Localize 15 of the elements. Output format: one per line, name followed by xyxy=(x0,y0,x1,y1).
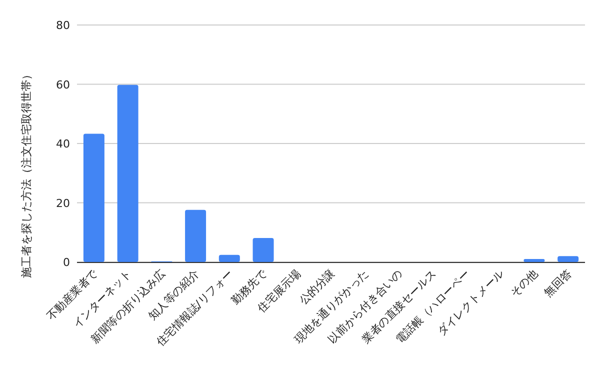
y-tick-label: 80 xyxy=(56,19,70,32)
bar xyxy=(252,238,274,262)
y-axis-title: 施工者を探した方法（注文住宅取得世帯） xyxy=(20,69,33,278)
y-tick-label: 0 xyxy=(63,256,70,269)
bar xyxy=(524,259,545,262)
y-tick-label: 40 xyxy=(56,138,70,150)
bar xyxy=(558,256,579,262)
bar xyxy=(218,254,240,262)
x-tick-label: 無回答 xyxy=(542,266,574,300)
x-tick-label: その他 xyxy=(508,266,540,300)
bar xyxy=(185,210,206,262)
y-tick-label: 60 xyxy=(56,78,70,92)
bar xyxy=(117,84,138,262)
y-tick-label: 20 xyxy=(56,196,70,210)
bar xyxy=(83,134,104,262)
